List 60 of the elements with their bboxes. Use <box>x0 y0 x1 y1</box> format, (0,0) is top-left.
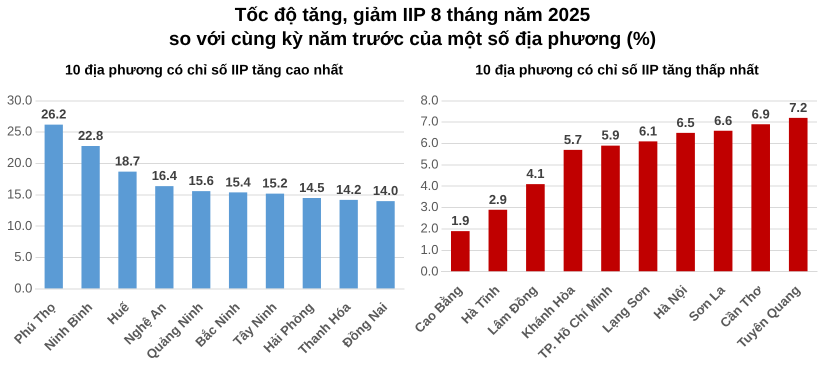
bar <box>676 132 695 272</box>
y-tick-label: 3.0 <box>420 199 439 214</box>
y-tick-label: 7.0 <box>420 114 439 129</box>
y-tick-label: 0.0 <box>420 263 439 278</box>
data-label: 6.9 <box>752 106 770 122</box>
y-tick-label: 1.0 <box>420 242 439 257</box>
bar <box>302 198 321 288</box>
bar <box>638 141 658 272</box>
data-label: 6.1 <box>639 123 658 138</box>
data-label: 15.4 <box>225 174 252 190</box>
data-label: 14.2 <box>336 182 362 197</box>
bar <box>376 201 395 288</box>
bar <box>44 124 63 288</box>
x-tick-label: Hà Nội <box>650 282 690 322</box>
data-label: 14.5 <box>299 180 324 196</box>
data-label: 4.1 <box>526 166 544 182</box>
data-label: 1.9 <box>451 213 470 228</box>
chart-title: 10 địa phương có chỉ số IIP tăng thấp nhất <box>475 61 760 78</box>
data-label: 15.2 <box>262 176 288 191</box>
data-label: 18.7 <box>114 154 140 169</box>
data-label: 22.8 <box>78 128 104 144</box>
y-tick-label: 0.0 <box>14 280 32 296</box>
y-tick-label: 30.0 <box>6 92 32 108</box>
bar <box>601 146 620 272</box>
y-tick-label: 4.0 <box>420 178 439 193</box>
y-tick-label: 2.0 <box>420 220 439 236</box>
bar <box>714 130 732 272</box>
bar <box>118 172 137 288</box>
data-label: 2.9 <box>488 192 507 207</box>
y-tick-label: 15.0 <box>6 186 32 202</box>
data-label: 26.2 <box>41 106 66 122</box>
data-label: 16.4 <box>152 168 178 184</box>
y-tick-label: 5.0 <box>14 249 32 264</box>
bar <box>450 231 470 272</box>
bar <box>228 192 248 288</box>
bar <box>155 186 174 288</box>
y-tick-label: 6.0 <box>420 135 439 150</box>
bar <box>192 191 210 288</box>
y-tick-label: 25.0 <box>6 124 32 139</box>
y-tick-label: 8.0 <box>420 92 439 108</box>
bar <box>488 210 508 272</box>
data-label: 6.5 <box>676 114 695 130</box>
data-label: 5.9 <box>601 128 620 143</box>
chart-subtitle: 10 địa phương có chỉ số IIP tăng cao nhất <box>64 61 344 78</box>
bar <box>266 194 284 288</box>
data-label: 5.7 <box>564 132 582 148</box>
bar <box>81 146 100 288</box>
chart-title: Tốc độ tăng, giảm IIP 8 tháng năm 2025 so với cùng kỳ năm trước của một số địa phương (%) <box>168 4 658 52</box>
y-tick-label: 5.0 <box>420 156 439 172</box>
y-tick-label: 20.0 <box>6 155 32 170</box>
bar <box>340 200 358 288</box>
y-tick-label: 10.0 <box>6 218 32 233</box>
data-label: 14.0 <box>372 183 398 198</box>
bar <box>564 150 582 272</box>
bar <box>788 118 808 272</box>
data-label: 15.6 <box>188 173 214 188</box>
bar <box>751 124 770 272</box>
data-label: 6.6 <box>714 112 732 128</box>
bar <box>526 184 545 272</box>
data-label: 7.2 <box>789 100 808 115</box>
